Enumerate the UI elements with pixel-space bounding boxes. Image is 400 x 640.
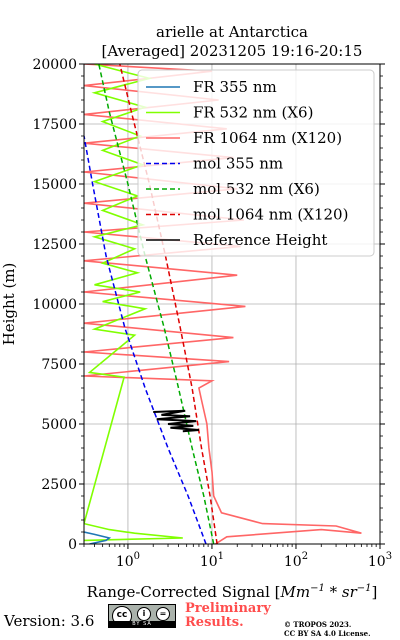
legend-label: FR 1064 nm (X120): [193, 129, 342, 147]
y-tick-label: 7500: [41, 357, 77, 373]
chart-title-line2: [Averaged] 20231205 19:16-20:15: [102, 42, 363, 60]
series-line-4: [98, 64, 215, 544]
series-line-3: [84, 135, 207, 544]
y-tick-label: 10000: [32, 297, 77, 313]
x-tick-label: 103: [368, 551, 392, 570]
copyright-text: © TROPOS 2023. CC BY SA 4.0 License.: [284, 620, 371, 638]
plot-area: [84, 64, 362, 544]
series-line-1: [84, 64, 183, 542]
footer: Version: 3.6 cc i = BY SA Preliminary Re…: [0, 600, 400, 640]
y-tick-label: 17500: [32, 117, 77, 133]
y-tick-label: 20000: [32, 57, 77, 73]
x-tick-label: 101: [200, 551, 224, 570]
preliminary-line1: Preliminary: [185, 601, 271, 616]
y-tick-label: 0: [68, 537, 77, 553]
sharealike-icon: =: [156, 607, 170, 621]
series-line-5: [119, 64, 218, 544]
preliminary-line2: Results.: [185, 615, 244, 630]
legend-label: mol 1064 nm (X120): [193, 206, 348, 224]
y-tick-label: 2500: [41, 477, 77, 493]
y-axis-label: Height (m): [0, 263, 18, 346]
cc-strip: BY SA: [109, 621, 175, 627]
preliminary-results-text: Preliminary Results.: [185, 602, 271, 630]
x-tick-label: 100: [116, 551, 140, 570]
series-line-0: [84, 531, 112, 544]
legend-label: mol 532 nm (X6): [193, 180, 320, 198]
x-tick-label: 102: [284, 551, 308, 570]
legend-label: FR 532 nm (X6): [193, 104, 313, 122]
legend-box: [137, 69, 375, 257]
y-tick-label: 5000: [41, 417, 77, 433]
copyright-line2: CC BY SA 4.0 License.: [284, 629, 371, 638]
y-tick-label: 15000: [32, 177, 77, 193]
version-text: Version: 3.6: [4, 612, 95, 630]
cc-license-badge: cc i = BY SA: [108, 604, 176, 628]
legend-label: FR 355 nm: [193, 78, 277, 96]
legend-label: Reference Height: [193, 231, 327, 249]
copyright-line1: © TROPOS 2023.: [284, 620, 352, 629]
y-tick-label: 12500: [32, 237, 77, 253]
legend: FR 355 nm FR 532 nm (X6) FR 1064 nm (X120)…: [137, 69, 375, 257]
axis-ticks: [79, 63, 385, 549]
x-axis-label: Range-Corrected Signal [Mm−1 * sr−1]: [87, 583, 378, 601]
series-line-2: [84, 64, 362, 544]
legend-label: mol 355 nm: [193, 155, 283, 173]
series-line-6: [153, 409, 199, 433]
chart-title-line1: arielle at Antarctica: [156, 23, 308, 41]
tick-labels: 0 2500 5000 7500 10000 12500 15000 17500 20000 10…: [32, 57, 392, 570]
by-attribution-icon: i: [137, 607, 151, 621]
